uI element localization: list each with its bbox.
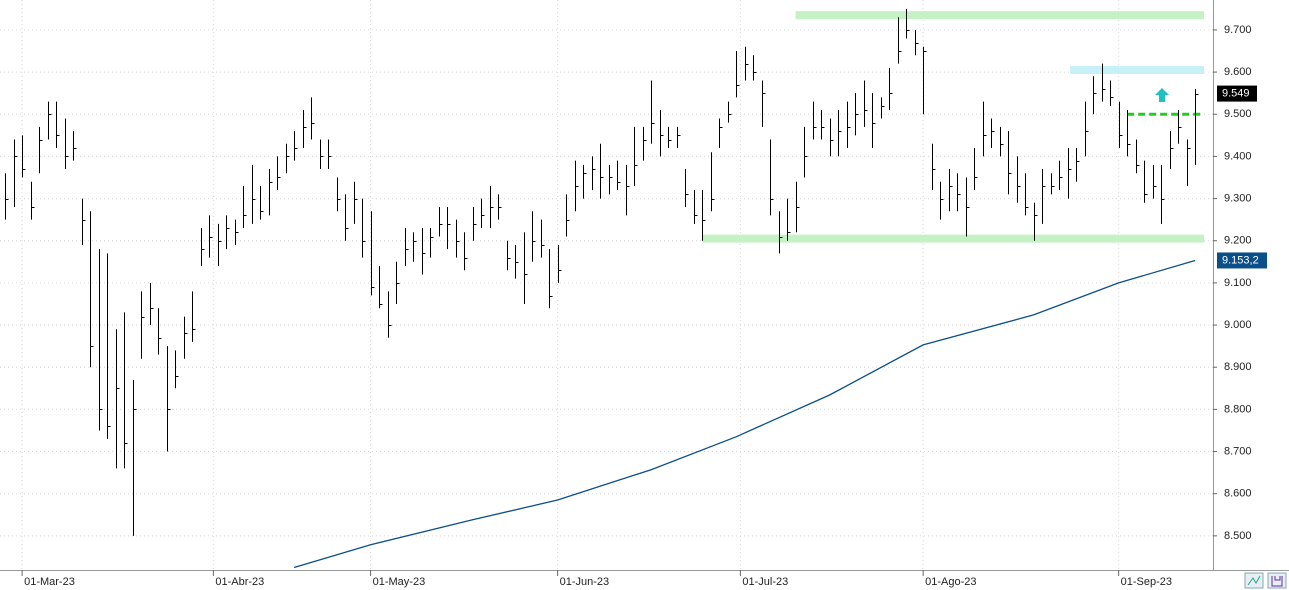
y-tick-label: 9.300 (1224, 192, 1252, 204)
x-tick-label: 01-Jul-23 (742, 576, 788, 588)
y-tick-label: 9.600 (1224, 66, 1252, 78)
y-tick-label: 8.700 (1224, 445, 1252, 457)
y-tick-label: 9.000 (1224, 319, 1252, 331)
up-arrow (1155, 88, 1169, 102)
x-tick-label: 01-Abr-23 (215, 576, 264, 588)
last-price-box (1217, 85, 1257, 102)
y-tick-label: 8.500 (1224, 530, 1252, 542)
zoom-icon (1247, 575, 1261, 586)
toolbar (1244, 572, 1287, 589)
ma-value-label: 9.153,2 (1222, 254, 1259, 266)
ma-value-box (1217, 252, 1267, 269)
y-tick-label: 8.900 (1224, 361, 1252, 373)
level-band (795, 11, 1204, 20)
x-tick-label: 01-Sep-23 (1121, 576, 1172, 588)
save-icon (1271, 576, 1283, 587)
x-tick-label: 01-Ago-23 (925, 576, 976, 588)
level-band (702, 234, 1204, 243)
y-tick-label: 9.100 (1224, 277, 1252, 289)
y-tick-label: 9.700 (1224, 24, 1252, 36)
y-tick-label: 9.200 (1224, 235, 1252, 247)
levels (702, 11, 1204, 243)
marks (5, 8, 1199, 569)
axes: 8.500 8.600 8.700 8.800 8.900 9.000 9.100 9.200… (21, 24, 1267, 588)
x-tick-label: 01-May-23 (373, 576, 426, 588)
x-tick-label: 01-Jun-23 (560, 576, 610, 588)
y-tick-label: 9.400 (1224, 150, 1252, 162)
y-tick-label: 9.500 (1224, 108, 1252, 120)
level-band (1070, 65, 1204, 74)
y-tick-label: 8.600 (1224, 488, 1252, 500)
x-tick-label: 01-Mar-23 (24, 576, 75, 588)
grid (0, 0, 1213, 570)
moving-average (293, 259, 1196, 569)
last-price-label: 9.549 (1222, 88, 1250, 100)
y-tick-label: 8.800 (1224, 403, 1252, 415)
